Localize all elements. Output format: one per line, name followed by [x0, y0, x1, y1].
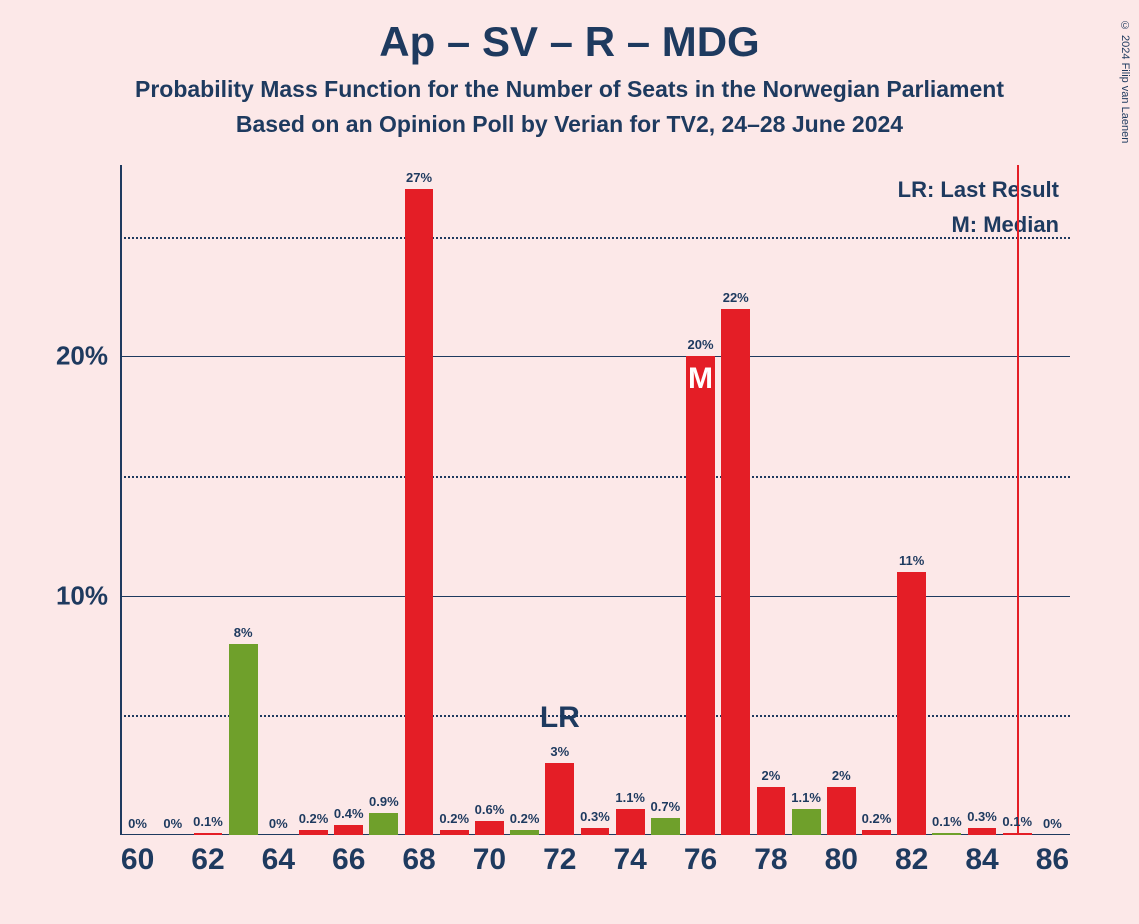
x-tick-label: 80 [825, 843, 858, 877]
x-tick-label: 62 [191, 843, 224, 877]
bar-value-label: 0.1% [1002, 814, 1032, 829]
median-marker: M [688, 362, 713, 396]
bar [369, 813, 398, 835]
bar [757, 787, 786, 835]
x-tick-label: 72 [543, 843, 576, 877]
bar-value-label: 0% [1043, 816, 1062, 831]
x-tick-label: 76 [684, 843, 717, 877]
bar [862, 830, 891, 835]
bar-value-label: 1.1% [615, 790, 645, 805]
bar-value-label: 0.2% [299, 811, 329, 826]
x-tick-label: 68 [402, 843, 435, 877]
bar-value-label: 2% [762, 768, 781, 783]
bar-value-label: 0.1% [932, 814, 962, 829]
chart-subtitle-1: Probability Mass Function for the Number… [0, 76, 1139, 103]
y-tick-label: 20% [56, 341, 108, 372]
gridline-dotted [120, 476, 1070, 478]
chart-plot-area: 10%20%60626466687072747678808284860%0%0.… [120, 165, 1070, 835]
bar [299, 830, 328, 835]
bar-value-label: 1.1% [791, 790, 821, 805]
bar [651, 818, 680, 835]
bar [1003, 833, 1032, 835]
gridline-solid [120, 596, 1070, 597]
x-tick-label: 70 [473, 843, 506, 877]
bar [968, 828, 997, 835]
y-axis-line [120, 165, 122, 835]
x-tick-label: 60 [121, 843, 154, 877]
bar [475, 821, 504, 835]
x-tick-label: 82 [895, 843, 928, 877]
bar-value-label: 8% [234, 625, 253, 640]
bar [545, 763, 574, 835]
copyright-text: © 2024 Filip van Laenen [1119, 20, 1131, 143]
bar [686, 356, 715, 835]
bar-value-label: 0.7% [651, 799, 681, 814]
bar [405, 189, 434, 835]
y-tick-label: 10% [56, 580, 108, 611]
bar-value-label: 27% [406, 170, 432, 185]
x-tick-label: 86 [1036, 843, 1069, 877]
bar-value-label: 0.1% [193, 814, 223, 829]
bar-value-label: 2% [832, 768, 851, 783]
bar-value-label: 0% [128, 816, 147, 831]
bar [334, 825, 363, 835]
bar-value-label: 0.6% [475, 802, 505, 817]
bar-value-label: 0% [163, 816, 182, 831]
bar-value-label: 0.2% [862, 811, 892, 826]
bar-value-label: 0.4% [334, 806, 364, 821]
x-tick-label: 74 [613, 843, 646, 877]
bar-value-label: 0.2% [439, 811, 469, 826]
x-tick-label: 66 [332, 843, 365, 877]
gridline-solid [120, 356, 1070, 357]
bar [194, 833, 223, 835]
chart-title: Ap – SV – R – MDG [0, 18, 1139, 66]
bar-value-label: 0% [269, 816, 288, 831]
bar-value-label: 0.3% [580, 809, 610, 824]
bar [616, 809, 645, 835]
x-tick-label: 78 [754, 843, 787, 877]
lr-marker: LR [540, 701, 580, 735]
gridline-dotted [120, 715, 1070, 717]
bar [581, 828, 610, 835]
bar [510, 830, 539, 835]
bar [229, 644, 258, 835]
bar [827, 787, 856, 835]
gridline-dotted [120, 237, 1070, 239]
titles-block: Ap – SV – R – MDG Probability Mass Funct… [0, 0, 1139, 138]
bar [792, 809, 821, 835]
bar-value-label: 20% [688, 337, 714, 352]
x-tick-label: 64 [262, 843, 295, 877]
bar-value-label: 3% [550, 744, 569, 759]
bar [440, 830, 469, 835]
bar-value-label: 22% [723, 290, 749, 305]
bar-value-label: 0.3% [967, 809, 997, 824]
bar-value-label: 0.9% [369, 794, 399, 809]
chart-subtitle-2: Based on an Opinion Poll by Verian for T… [0, 111, 1139, 138]
bar-value-label: 0.2% [510, 811, 540, 826]
bar [897, 572, 926, 835]
x-tick-label: 84 [965, 843, 998, 877]
bar [721, 309, 750, 835]
reference-vline [1017, 165, 1019, 835]
bar [932, 833, 961, 835]
bar-value-label: 11% [899, 553, 924, 568]
